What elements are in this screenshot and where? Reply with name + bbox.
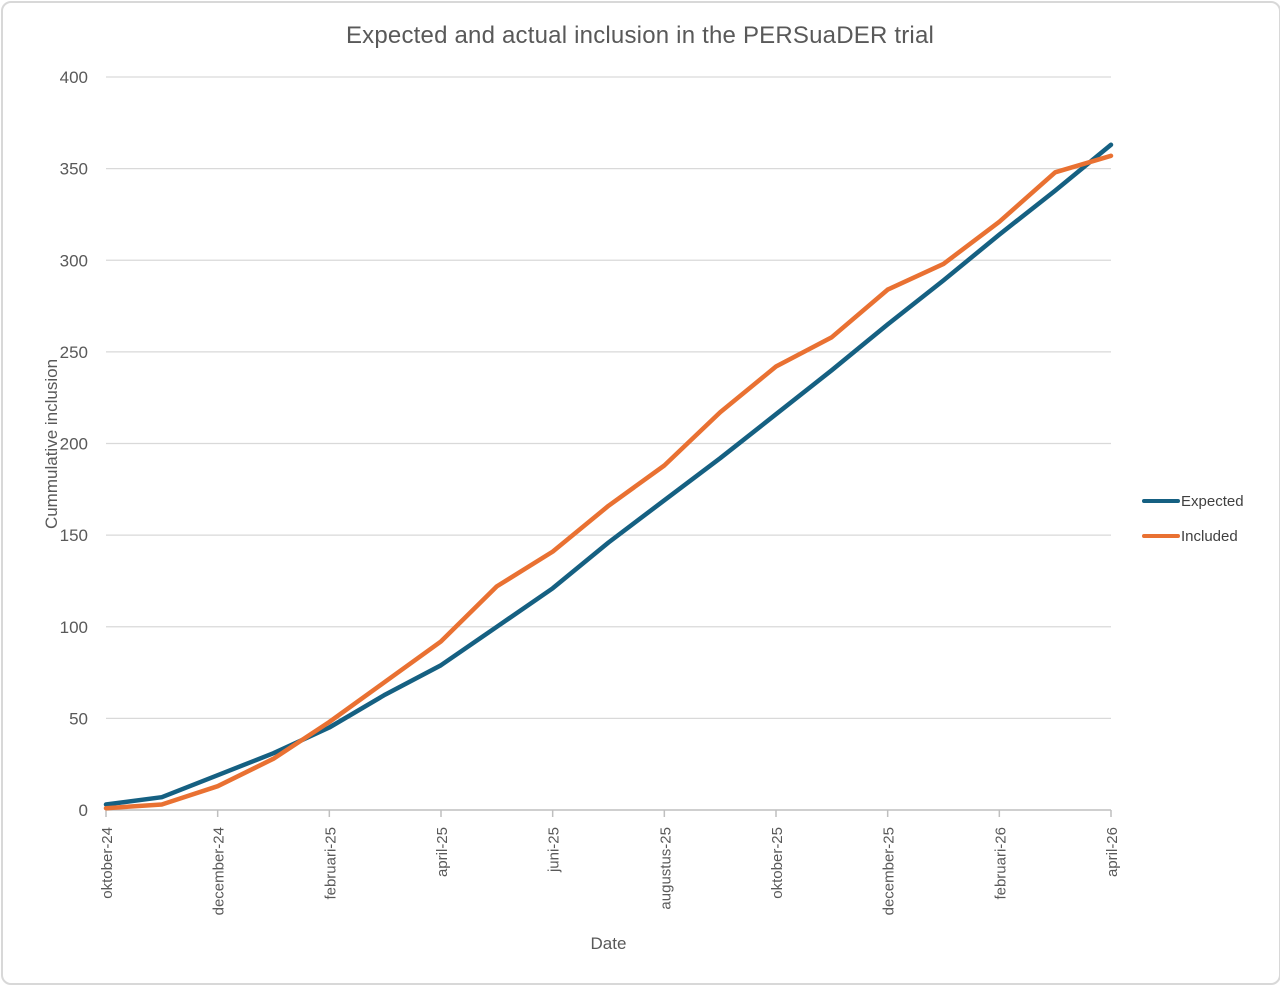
y-tick-label: 50 bbox=[69, 709, 88, 728]
y-tick-label: 400 bbox=[60, 68, 88, 87]
chart-title: Expected and actual inclusion in the PER… bbox=[345, 22, 935, 49]
expected-line-swatch bbox=[1142, 499, 1180, 503]
x-tick-label: augustus-25 bbox=[657, 827, 674, 910]
x-tick-label: april-26 bbox=[1104, 827, 1121, 877]
y-tick-label: 0 bbox=[79, 801, 88, 820]
x-tick-label: december-25 bbox=[881, 827, 898, 915]
y-tick-label: 300 bbox=[60, 251, 88, 270]
x-tick-label: december-24 bbox=[211, 827, 228, 915]
y-axis-title: Cummulative inclusion bbox=[42, 358, 61, 530]
series-line-expected bbox=[103, 142, 1114, 807]
legend-label-expected: Expected bbox=[1181, 492, 1244, 510]
x-axis-title: Date bbox=[590, 934, 627, 953]
x-tick-label: februari-25 bbox=[322, 827, 339, 900]
y-tick-label: 100 bbox=[60, 618, 88, 637]
x-tick-label: februari-26 bbox=[992, 827, 1009, 900]
x-tick-label: juni-25 bbox=[546, 827, 563, 873]
series-line-included bbox=[103, 153, 1114, 811]
legend-item-expected: Expected bbox=[1142, 492, 1244, 510]
x-tick-label: april-25 bbox=[434, 827, 451, 877]
y-tick-label: 150 bbox=[60, 526, 88, 545]
legend-item-included: Included bbox=[1142, 527, 1244, 545]
legend: Expected Included bbox=[1142, 492, 1244, 562]
x-tick-label: oktober-24 bbox=[99, 827, 116, 899]
legend-label-included: Included bbox=[1181, 527, 1238, 545]
y-tick-label: 350 bbox=[60, 160, 88, 179]
y-tick-label: 200 bbox=[60, 435, 88, 454]
y-tick-label: 250 bbox=[60, 343, 88, 362]
included-line-swatch bbox=[1142, 534, 1180, 538]
x-tick-label: oktober-25 bbox=[769, 827, 786, 899]
